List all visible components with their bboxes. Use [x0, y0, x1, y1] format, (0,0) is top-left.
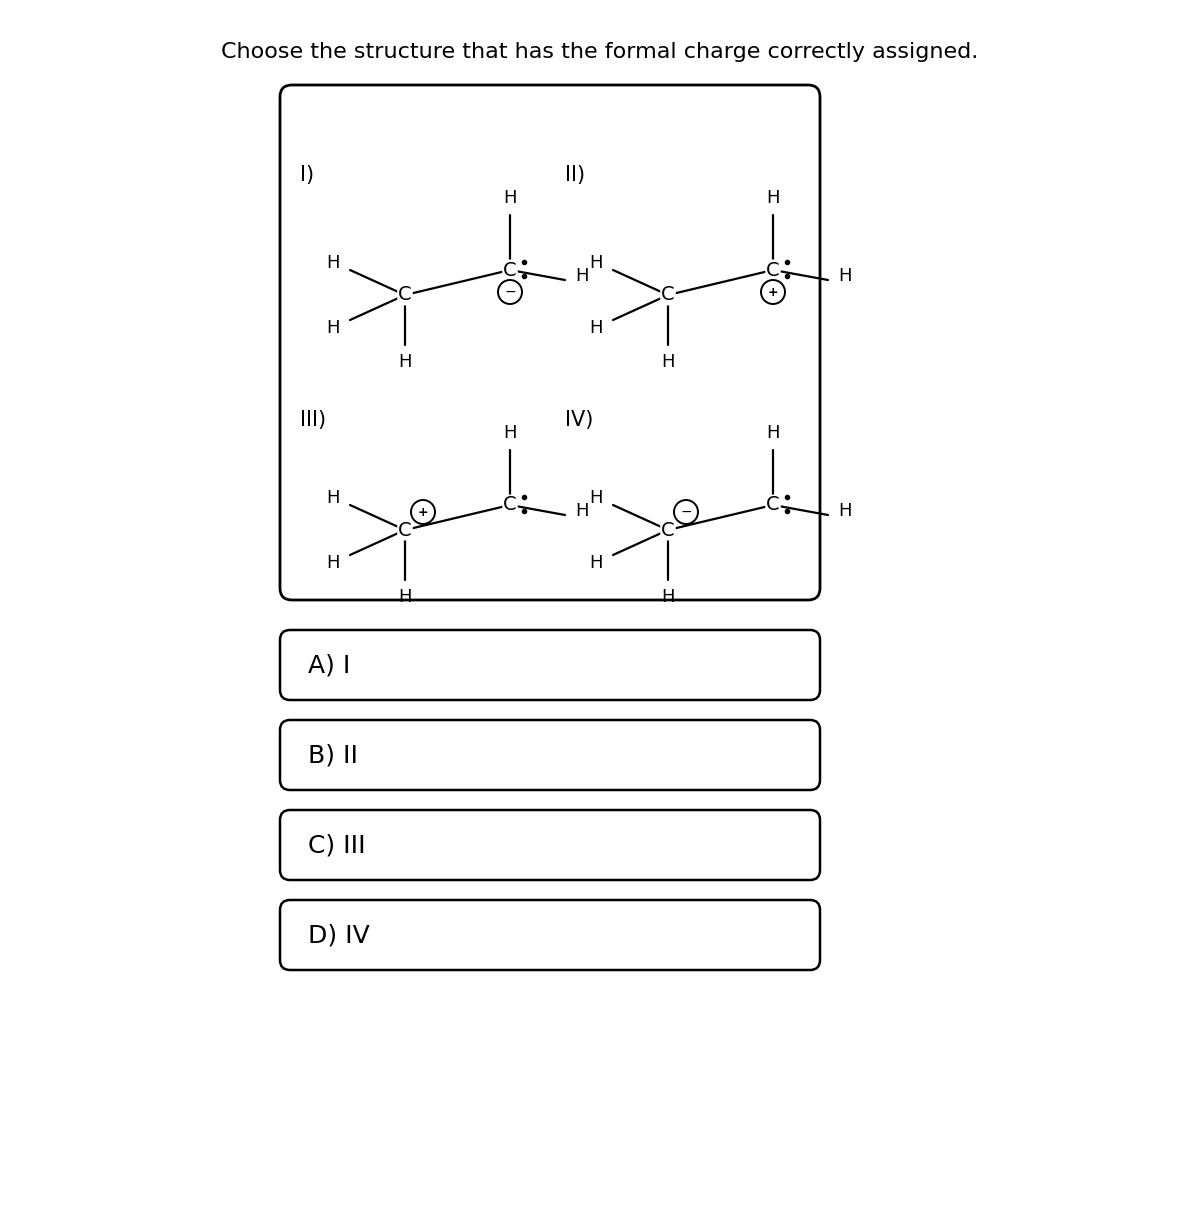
Text: III): III) [300, 410, 326, 430]
Text: H: H [575, 267, 589, 285]
Text: H: H [589, 554, 602, 572]
Text: H: H [398, 588, 412, 606]
Text: H: H [767, 188, 780, 207]
Text: H: H [661, 588, 674, 606]
Text: +: + [768, 285, 779, 299]
Text: C: C [766, 496, 780, 514]
Text: H: H [575, 502, 589, 520]
Text: H: H [839, 267, 852, 285]
Text: C: C [766, 261, 780, 279]
Text: H: H [767, 424, 780, 442]
Text: H: H [589, 319, 602, 337]
FancyBboxPatch shape [280, 720, 820, 789]
FancyBboxPatch shape [280, 630, 820, 700]
Text: A) I: A) I [308, 652, 350, 677]
Text: H: H [503, 188, 517, 207]
Text: II): II) [565, 165, 586, 185]
Text: C: C [398, 285, 412, 305]
FancyBboxPatch shape [280, 900, 820, 969]
Text: C: C [398, 520, 412, 540]
Text: H: H [326, 255, 340, 272]
Text: H: H [326, 490, 340, 507]
Text: IV): IV) [565, 410, 593, 430]
Text: C: C [661, 520, 674, 540]
Text: C: C [503, 496, 517, 514]
Text: H: H [661, 353, 674, 371]
Text: H: H [589, 490, 602, 507]
Text: −: − [680, 506, 692, 519]
Text: B) II: B) II [308, 743, 358, 767]
Text: C) III: C) III [308, 834, 366, 857]
Text: Choose the structure that has the formal charge correctly assigned.: Choose the structure that has the formal… [221, 42, 979, 62]
Text: C: C [503, 261, 517, 279]
FancyBboxPatch shape [280, 84, 820, 600]
Text: H: H [503, 424, 517, 442]
Text: H: H [326, 319, 340, 337]
Text: +: + [418, 506, 428, 519]
Text: H: H [326, 554, 340, 572]
Text: H: H [589, 255, 602, 272]
Text: D) IV: D) IV [308, 923, 370, 947]
Text: I): I) [300, 165, 314, 185]
Text: H: H [839, 502, 852, 520]
Text: H: H [398, 353, 412, 371]
Text: −: − [504, 285, 516, 299]
Text: C: C [661, 285, 674, 305]
FancyBboxPatch shape [280, 810, 820, 880]
